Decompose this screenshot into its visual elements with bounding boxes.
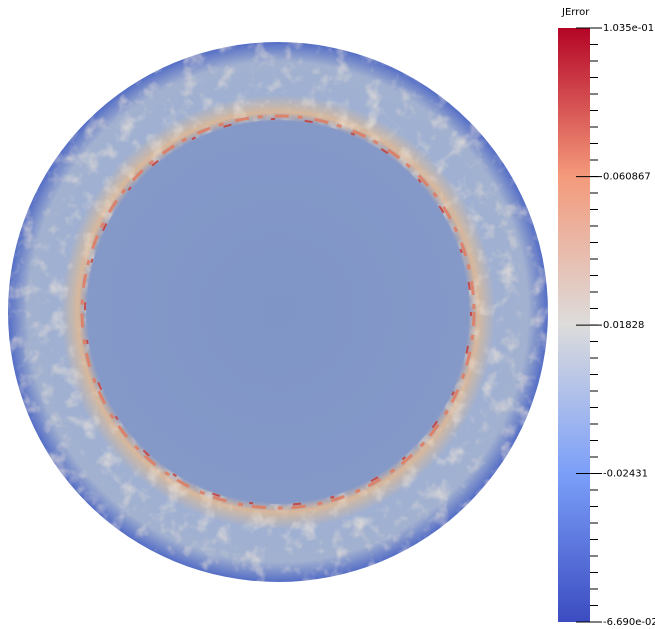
colorbar: JError 1.035e-01 0.060867 0.01828 -0.02431 -…	[558, 7, 655, 628]
tick-label: 0.01828	[603, 320, 644, 331]
tick-label: -0.02431	[603, 469, 648, 480]
error-spots	[84, 118, 472, 506]
colorbar-title: JError	[561, 7, 590, 18]
tick-label: -6.690e-02	[603, 617, 655, 628]
tick-label: 1.035e-01	[603, 23, 654, 34]
outer-disk	[8, 42, 548, 582]
error-ring	[80, 114, 476, 510]
disk-plot	[8, 42, 548, 582]
tick-label: 0.060867	[603, 172, 651, 183]
